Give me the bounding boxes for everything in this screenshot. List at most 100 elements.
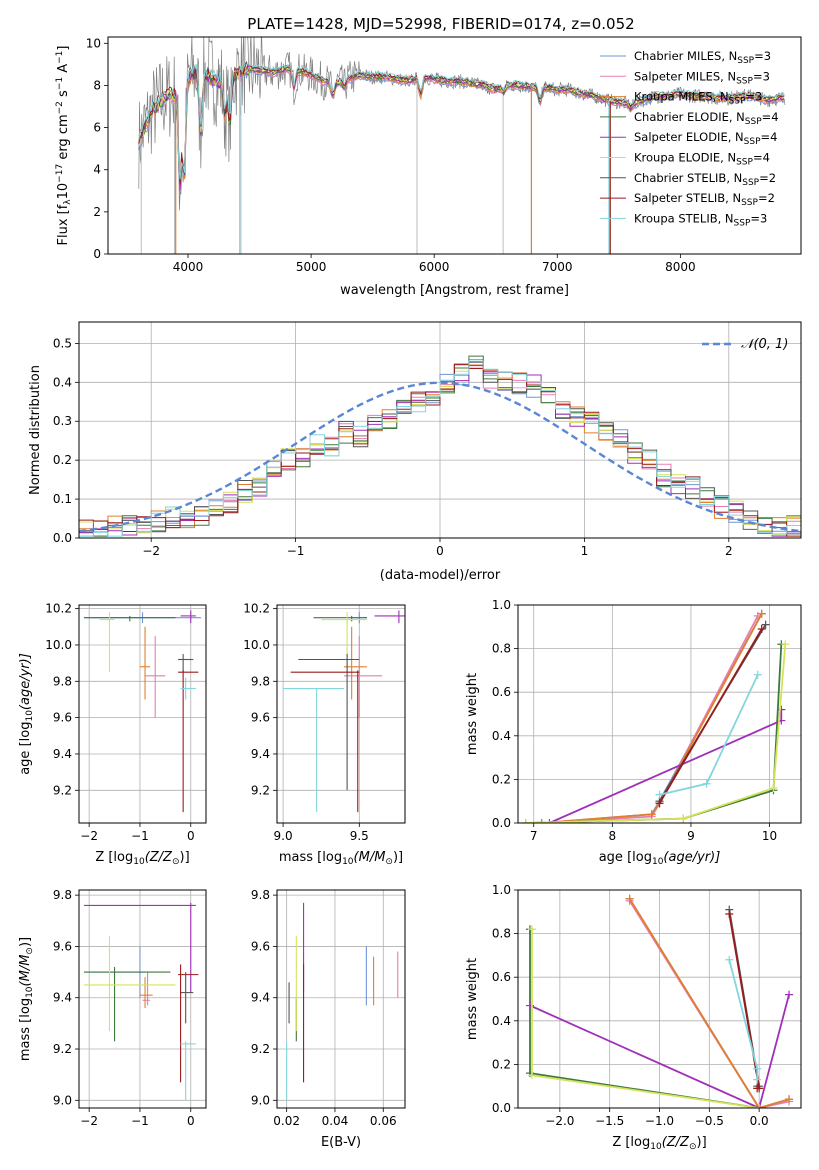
axes-frame (78, 604, 207, 824)
mass-weight-marker (761, 620, 770, 629)
legend-entry-part: Chabrier STELIB, N (634, 171, 742, 185)
legend-entry: Salpeter ELODIE, NSSP=4 (634, 130, 777, 147)
mass-weight-line (529, 994, 790, 1108)
y-axis-label-part: −1 (55, 51, 65, 64)
legend-entry-part: =3 (745, 90, 762, 104)
y-tick-label: 0.3 (53, 414, 72, 428)
legend-entry-part: SSP (741, 198, 758, 208)
x-axis-label: (data-model)/error (380, 568, 501, 583)
x-axis-label: wavelength [Angstrom, rest frame] (340, 283, 569, 298)
y-tick-label: 10.2 (243, 602, 270, 616)
age-vs-metallicity-panel: −2 −1 09.29.49.69.810.010.2Z [log10(Z/Z⊙)]… (18, 602, 207, 867)
x-tick-label: 0.06 (370, 1114, 397, 1128)
y-tick-label: 0.6 (492, 970, 511, 984)
x-tick-label: −1 (287, 544, 305, 558)
x-axis-label-part: )] (180, 850, 190, 865)
mass-weight-marker (755, 1084, 764, 1093)
normal-distribution-curve (79, 381, 801, 533)
y-tick-label: 4 (93, 163, 101, 177)
legend-entry: Salpeter STELIB, NSSP=2 (634, 191, 775, 208)
x-tick-label: 6000 (419, 260, 450, 274)
x-tick-label: 0.04 (322, 1114, 349, 1128)
y-tick-label: 9.8 (53, 674, 72, 688)
mass-weight-line (525, 644, 787, 823)
x-tick-label: 0 (436, 544, 444, 558)
mass-vs-extinction-panel: 0.02 0.04 0.06 9.0 9.2 9.4 9.6 9.8 E(B-V) (251, 888, 406, 1150)
mass-weight-marker (537, 819, 546, 823)
x-axis-label-part: mass [log (279, 850, 342, 865)
plot-area (79, 355, 801, 537)
y-tick-label: 9.6 (251, 939, 270, 953)
y-axis-label-part: erg cm (56, 114, 71, 163)
x-axis-label-part: 10 (650, 1142, 662, 1152)
axes-frame (517, 889, 802, 1109)
plot-area (525, 894, 794, 1108)
y-axis-label-part: mass [log (18, 998, 33, 1061)
y-axis-label-part: s (56, 90, 71, 101)
observed-spectrum-line (138, 37, 786, 211)
y-tick-label: 10.0 (45, 638, 72, 652)
mass-weight-line (728, 959, 759, 1080)
y-tick-label: 9.2 (251, 783, 270, 797)
model-spectrum-line (138, 60, 785, 180)
legend-entry-part: =3 (750, 211, 767, 225)
y-axis-label-part: −1 (55, 77, 65, 90)
mass-weight-marker (625, 894, 634, 903)
y-axis-label-part: A (56, 64, 71, 77)
y-tick-label: 9.6 (251, 711, 270, 725)
x-axis-label: Z [log10(Z/Z⊙)] (612, 1135, 706, 1152)
y-tick-label: 1.0 (492, 598, 511, 612)
legend-entry-part: Kroupa MILES, N (634, 90, 729, 104)
mass-weight-marker (527, 1071, 536, 1080)
residual-histogram-step (79, 363, 801, 537)
mass-weight-line (529, 929, 760, 1108)
y-axis-label: mass [log10(M/M⊙)] (18, 937, 35, 1061)
y-tick-label: 0.8 (492, 927, 511, 941)
y-tick-label: 1.0 (492, 883, 511, 897)
x-tick-label: −2 (80, 1114, 98, 1128)
axes-frame (517, 604, 802, 824)
x-axis-label-part: age [log (599, 850, 652, 865)
plot-area (138, 37, 786, 254)
x-tick-label: 0.0 (750, 1114, 769, 1128)
x-tick-label: −2 (80, 829, 98, 843)
legend-entry-part: =2 (758, 191, 775, 205)
legend-entry-part: Chabrier ELODIE, N (634, 110, 745, 124)
y-axis-label-part: ] (56, 46, 71, 51)
mass-weight-line (531, 929, 760, 1108)
legend-entry-part: Salpeter ELODIE, N (634, 130, 744, 144)
x-axis-label-part: (Z/Z (145, 850, 173, 865)
y-tick-label: 0.2 (53, 453, 72, 467)
x-tick-label: 9 (687, 829, 695, 843)
model-spectrum-line (138, 64, 785, 191)
legend-entry-part: SSP (742, 178, 759, 188)
y-tick-label: 9.6 (53, 939, 72, 953)
y-tick-label: 9.8 (53, 888, 72, 902)
mass-weight-marker (725, 955, 734, 964)
mass-weight-marker (545, 819, 554, 823)
legend-entry: Kroupa ELODIE, NSSP=4 (634, 151, 770, 168)
x-tick-label: 9.0 (274, 829, 293, 843)
y-tick-label: 9.2 (53, 1042, 72, 1056)
y-tick-label: 0 (93, 247, 101, 261)
y-axis-label: Flux [fλ10−17 erg cm−2 s−1 A−1] (55, 46, 73, 246)
y-tick-label: 8 (93, 78, 101, 92)
mass-weight-marker (647, 810, 656, 819)
mass-weight-marker (527, 925, 536, 934)
x-tick-label: 0 (187, 829, 195, 843)
mass-vs-metallicity-panel: −2 −1 0 9.0 9.2 9.4 9.6 9.8 mass [log10(M/M⊙)] (18, 888, 207, 1128)
legend-entry-part: Kroupa STELIB, N (634, 211, 734, 225)
x-axis-label-part: ⊙ (385, 857, 393, 867)
x-axis-label: age [log10(age/yr)] (599, 850, 721, 867)
legend-entry-part: SSP (734, 218, 751, 228)
y-tick-label: 0.0 (492, 1101, 511, 1115)
y-tick-label: 9.6 (53, 711, 72, 725)
y-tick-label: 0.0 (53, 531, 72, 545)
mass-weight-line (658, 628, 763, 804)
mass-weight-line (541, 613, 763, 823)
legend-entry: Chabrier STELIB, NSSP=2 (634, 171, 776, 188)
y-tick-label: 0.2 (492, 772, 511, 786)
x-axis-label-part: (M/M (354, 850, 386, 865)
mass-weight-marker (785, 990, 794, 999)
legend-entry-part: =4 (762, 110, 779, 124)
